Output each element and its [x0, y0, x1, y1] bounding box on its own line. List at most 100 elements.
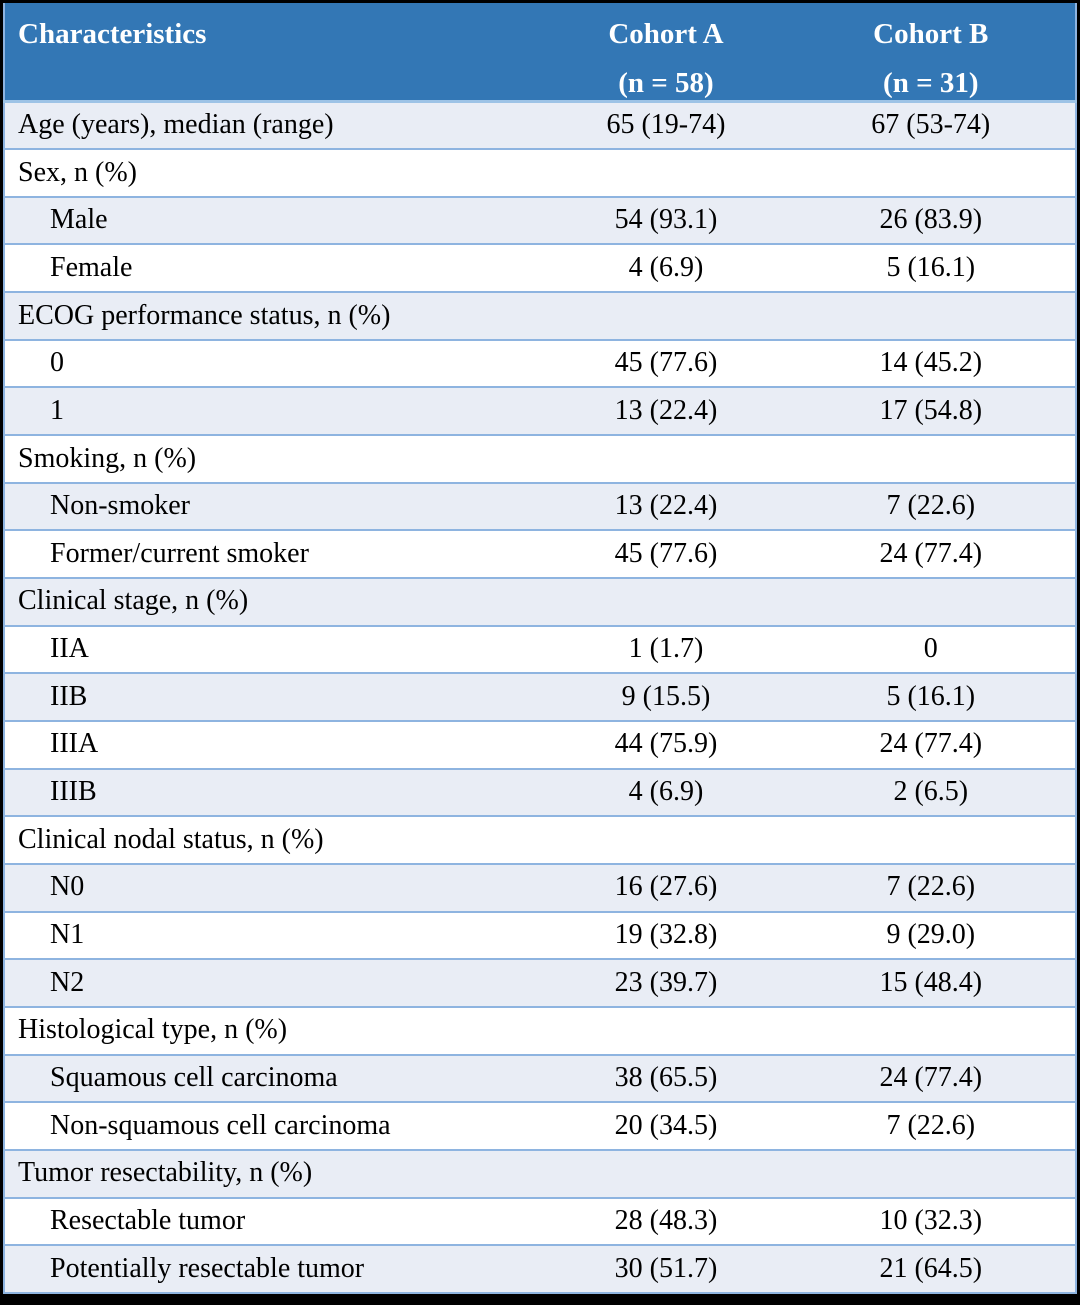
table-row: 1 13 (22.4) 17 (54.8) [4, 386, 1076, 436]
cohort-a-value: 13 (22.4) [545, 386, 787, 436]
row-label-section: ECOG performance status, n (%) [4, 291, 546, 340]
cohort-b-value: 26 (83.9) [786, 195, 1076, 245]
cohort-b-value: 17 (54.8) [786, 386, 1076, 436]
cohort-b-value: 67 (53-74) [786, 100, 1076, 150]
column-header-label: Characteristics [18, 18, 207, 50]
table-row: Smoking, n (%) [4, 434, 1076, 483]
cohort-a-value: 30 (51.7) [545, 1244, 787, 1293]
cohort-b-value: 24 (77.4) [786, 720, 1076, 769]
column-header-sub: (n = 58) [618, 67, 714, 99]
row-label-sub: Potentially resectable tumor [4, 1244, 546, 1293]
cohort-b-value [786, 577, 1076, 626]
row-label-sub: 1 [4, 386, 546, 436]
table-row: N1 19 (32.8) 9 (29.0) [4, 910, 1076, 960]
cohort-a-value: 19 (32.8) [545, 910, 787, 960]
row-label-sub: Squamous cell carcinoma [4, 1053, 546, 1103]
cohort-b-value: 24 (77.4) [786, 1053, 1076, 1103]
header-row: Characteristics Cohort A (n = 58) Cohort… [4, 3, 1076, 103]
cohort-a-value [545, 291, 787, 340]
table-row: Clinical stage, n (%) [4, 577, 1076, 626]
row-label-section: Smoking, n (%) [4, 434, 546, 483]
cohort-a-value: 13 (22.4) [545, 481, 787, 531]
cohort-b-value: 15 (48.4) [786, 958, 1076, 1007]
cohort-b-value: 10 (32.3) [786, 1196, 1076, 1246]
row-label-section: Clinical nodal status, n (%) [4, 815, 546, 864]
row-label-section: Clinical stage, n (%) [4, 577, 546, 626]
cohort-b-value [786, 815, 1076, 864]
row-label-sub: Non-smoker [4, 481, 546, 531]
cohort-b-value: 24 (77.4) [786, 529, 1076, 579]
table-body: Age (years), median (range) 65 (19-74) 67 … [4, 100, 1076, 1293]
cohort-b-value: 5 (16.1) [786, 672, 1076, 722]
column-header-label: Cohort A [608, 18, 724, 50]
table-row: Non-squamous cell carcinoma 20 (34.5) 7 (2… [4, 1101, 1076, 1150]
row-label-sub: Resectable tumor [4, 1196, 546, 1246]
row-label-sub: N2 [4, 958, 546, 1007]
cohort-a-value [545, 1005, 787, 1055]
cohort-a-value: 9 (15.5) [545, 672, 787, 722]
cohort-a-value: 1 (1.7) [545, 624, 787, 674]
cohort-b-value [786, 1148, 1076, 1198]
column-header-sub: (n = 31) [883, 67, 979, 99]
table-row: Potentially resectable tumor 30 (51.7) 21 … [4, 1244, 1076, 1293]
cohort-a-value: 4 (6.9) [545, 767, 787, 817]
row-label-sub: Male [4, 195, 546, 245]
table-row: Tumor resectability, n (%) [4, 1148, 1076, 1198]
row-label-section: Histological type, n (%) [4, 1005, 546, 1055]
cohort-b-value: 2 (6.5) [786, 767, 1076, 817]
cohort-a-value: 4 (6.9) [545, 243, 787, 293]
row-label-sub: Female [4, 243, 546, 293]
row-label-sub: Former/current smoker [4, 529, 546, 579]
table-row: Histological type, n (%) [4, 1005, 1076, 1055]
cohort-a-value [545, 815, 787, 864]
row-label-sub: IIIA [4, 720, 546, 769]
cohort-b-value: 14 (45.2) [786, 338, 1076, 388]
table-header: Characteristics Cohort A (n = 58) Cohort… [4, 3, 1076, 103]
cohort-a-value: 44 (75.9) [545, 720, 787, 769]
cohort-a-value [545, 148, 787, 197]
table-row: Age (years), median (range) 65 (19-74) 67 … [4, 100, 1076, 150]
cohort-b-value [786, 434, 1076, 483]
table-row: IIA 1 (1.7) 0 [4, 624, 1076, 674]
column-header-characteristics: Characteristics [4, 3, 546, 103]
row-label-sub: IIA [4, 624, 546, 674]
cohort-a-value [545, 577, 787, 626]
table-row: IIB 9 (15.5) 5 (16.1) [4, 672, 1076, 722]
row-label-sub: 0 [4, 338, 546, 388]
cohort-b-value: 7 (22.6) [786, 863, 1076, 912]
cohort-a-value: 23 (39.7) [545, 958, 787, 1007]
row-label-section: Sex, n (%) [4, 148, 546, 197]
cohort-a-value [545, 1148, 787, 1198]
cohort-a-value: 45 (77.6) [545, 338, 787, 388]
row-label-section: Tumor resectability, n (%) [4, 1148, 546, 1198]
row-label-sub: N1 [4, 910, 546, 960]
cohort-a-value [545, 434, 787, 483]
table-row: N2 23 (39.7) 15 (48.4) [4, 958, 1076, 1007]
table-row: IIIA 44 (75.9) 24 (77.4) [4, 720, 1076, 769]
table-row: ECOG performance status, n (%) [4, 291, 1076, 340]
cohort-b-value: 9 (29.0) [786, 910, 1076, 960]
table-row: Resectable tumor 28 (48.3) 10 (32.3) [4, 1196, 1076, 1246]
table-row: Male 54 (93.1) 26 (83.9) [4, 195, 1076, 245]
cohort-b-value: 5 (16.1) [786, 243, 1076, 293]
row-label-sub: Non-squamous cell carcinoma [4, 1101, 546, 1150]
row-label-sub: IIIB [4, 767, 546, 817]
cohort-a-value: 38 (65.5) [545, 1053, 787, 1103]
cohort-a-value: 16 (27.6) [545, 863, 787, 912]
table-row: Female 4 (6.9) 5 (16.1) [4, 243, 1076, 293]
row-label-section: Age (years), median (range) [4, 100, 546, 150]
table-row: Clinical nodal status, n (%) [4, 815, 1076, 864]
table-row: N0 16 (27.6) 7 (22.6) [4, 863, 1076, 912]
table-row: Former/current smoker 45 (77.6) 24 (77.4) [4, 529, 1076, 579]
cohort-a-value: 65 (19-74) [545, 100, 787, 150]
table-row: IIIB 4 (6.9) 2 (6.5) [4, 767, 1076, 817]
cohort-b-value [786, 1005, 1076, 1055]
column-header-cohort-b: Cohort B (n = 31) [786, 3, 1076, 103]
table-row: Squamous cell carcinoma 38 (65.5) 24 (77.4… [4, 1053, 1076, 1103]
cohort-b-value: 7 (22.6) [786, 1101, 1076, 1150]
row-label-sub: IIB [4, 672, 546, 722]
cohort-b-value [786, 291, 1076, 340]
column-header-cohort-a: Cohort A (n = 58) [545, 3, 787, 103]
table-row: 0 45 (77.6) 14 (45.2) [4, 338, 1076, 388]
